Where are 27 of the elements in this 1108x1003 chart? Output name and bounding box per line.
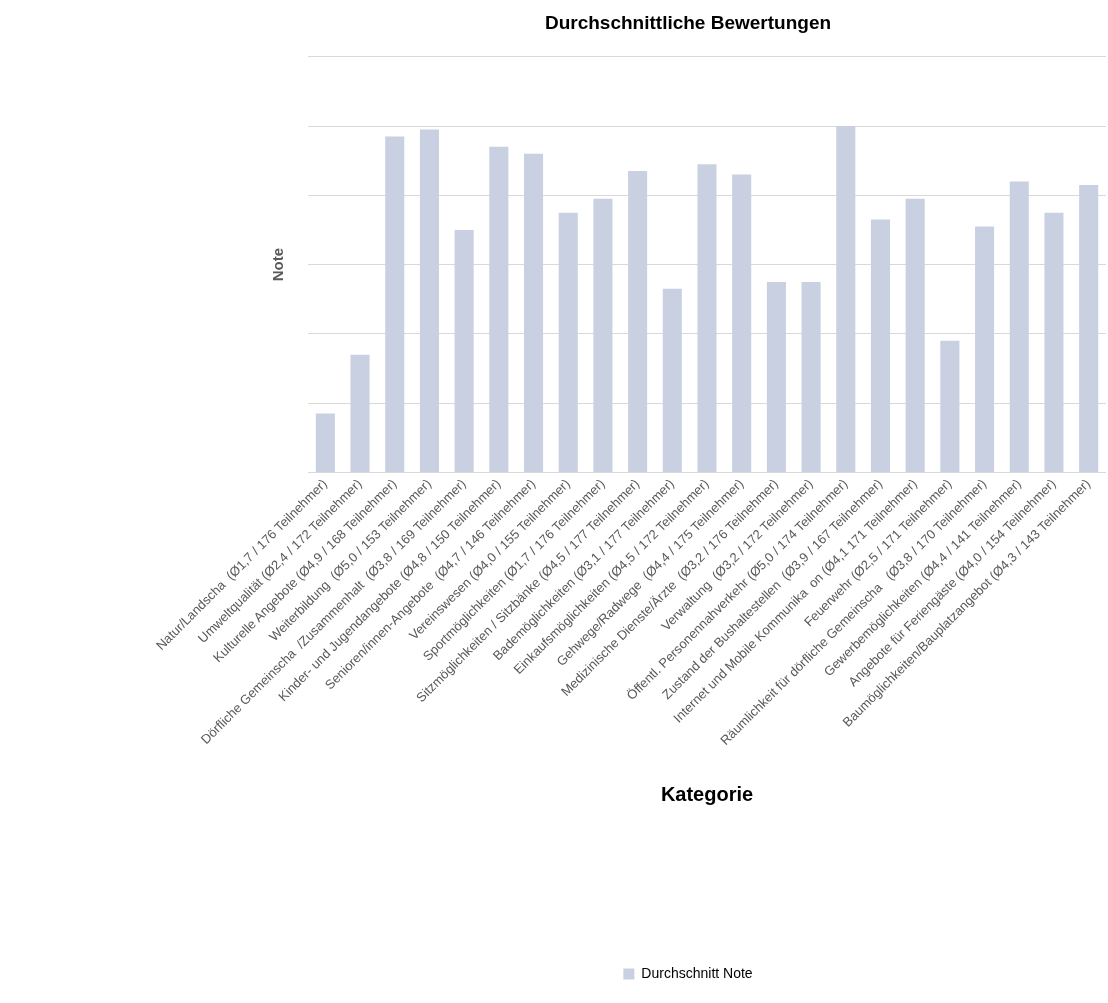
bar <box>697 164 717 472</box>
bar <box>801 281 821 472</box>
bar <box>628 171 648 472</box>
bar <box>315 413 335 472</box>
bar <box>593 198 613 472</box>
bar <box>454 229 474 472</box>
bar <box>1044 212 1064 472</box>
bar <box>419 129 439 472</box>
bar <box>905 198 925 472</box>
chart-title: Durchschnittliche Bewertungen <box>544 11 832 33</box>
bar <box>870 219 891 472</box>
bar <box>523 153 544 472</box>
bar <box>662 288 682 472</box>
bar <box>975 226 995 472</box>
bar <box>558 212 578 472</box>
bar <box>766 281 786 472</box>
bar <box>732 174 752 472</box>
bar <box>940 340 960 472</box>
x-axis-title: Kategorie <box>660 782 754 805</box>
bar <box>836 126 856 472</box>
bar <box>350 354 370 472</box>
legend-label: Durchschnitt Note <box>641 964 753 981</box>
bar <box>1009 181 1029 472</box>
bar <box>1079 184 1099 472</box>
bar <box>385 136 405 472</box>
bar <box>489 146 509 472</box>
y-axis-title: Note <box>269 247 287 282</box>
